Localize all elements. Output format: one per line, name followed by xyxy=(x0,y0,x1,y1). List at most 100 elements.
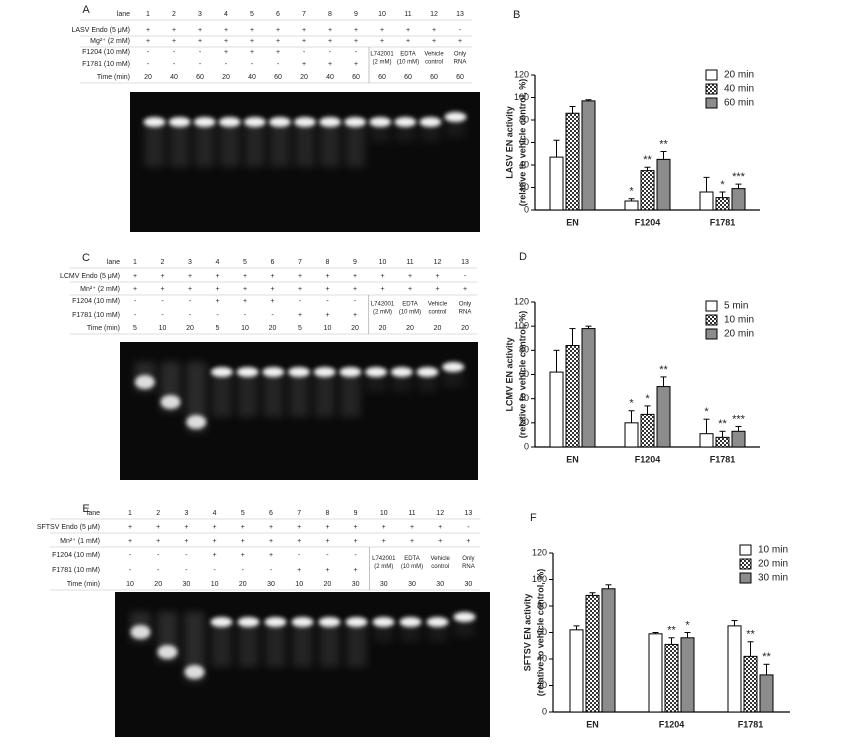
legend-label: 20 min xyxy=(724,329,754,340)
gel-smear xyxy=(346,622,367,667)
row-mark: + xyxy=(466,538,470,545)
row-mark: 30 xyxy=(352,581,360,588)
lane-number: 4 xyxy=(224,11,228,18)
y-tick-label: 20 xyxy=(519,417,529,427)
significance: *** xyxy=(732,413,746,425)
row-mark: + xyxy=(215,286,219,293)
gel-band xyxy=(294,117,316,127)
y-tick-label: 60 xyxy=(537,627,547,637)
y-tick-label: 120 xyxy=(514,69,529,79)
lane-note: (10 mM) xyxy=(399,310,421,316)
row-mark: - xyxy=(303,49,306,56)
error-bar xyxy=(644,405,651,415)
lane-note: (2 mM) xyxy=(374,564,393,570)
y-tick-label: 120 xyxy=(532,547,547,557)
row-mark: 30 xyxy=(408,581,416,588)
row-mark: 60 xyxy=(274,74,282,81)
gel-smear xyxy=(340,372,361,417)
lane-number: 2 xyxy=(172,11,176,18)
lane-number: 10 xyxy=(380,510,388,517)
lane-note: (10 mM) xyxy=(401,564,423,570)
significance: ** xyxy=(762,651,771,663)
row-mark: + xyxy=(243,286,247,293)
bar xyxy=(648,633,663,713)
gel-smear xyxy=(295,122,315,167)
legend-label: 10 min xyxy=(724,315,754,326)
row-mark: 5 xyxy=(216,325,220,332)
row-mark: - xyxy=(161,298,164,305)
gel-smear xyxy=(184,612,205,682)
panel-label: E xyxy=(82,503,89,515)
row-mark: - xyxy=(161,312,164,319)
chart: F SFTSV EN activity (relative to vehicle c… xyxy=(522,512,790,729)
y-tick-label: 80 xyxy=(537,600,547,610)
row-mark: + xyxy=(328,61,332,68)
bar xyxy=(759,674,774,713)
row-mark: 20 xyxy=(406,325,414,332)
legend-label: 30 min xyxy=(758,573,788,584)
row-label: Time (min) xyxy=(97,74,130,81)
row-mark: + xyxy=(463,286,467,293)
y-tick-label: 60 xyxy=(519,369,529,379)
row-mark: + xyxy=(298,286,302,293)
legend-swatch xyxy=(705,97,718,109)
gel-smear xyxy=(454,617,475,637)
lane-number: 11 xyxy=(408,510,415,517)
row-mark: 30 xyxy=(436,581,444,588)
row-mark: - xyxy=(129,567,132,574)
row-label: Time (min) xyxy=(67,581,100,588)
legend-swatch xyxy=(739,572,752,584)
gel-smear xyxy=(366,372,387,392)
row-mark: - xyxy=(173,61,176,68)
row-label: LCMV Endo (5 μM) xyxy=(60,273,120,280)
significance: * xyxy=(685,619,690,631)
row-mark: - xyxy=(185,567,188,574)
row-mark: - xyxy=(459,27,462,34)
row-mark: + xyxy=(270,273,274,280)
row-mark: - xyxy=(270,567,273,574)
row-mark: + xyxy=(406,27,410,34)
row-mark: + xyxy=(215,298,219,305)
row-label: F1204 (10 mM) xyxy=(52,552,100,559)
y-tick-label: 100 xyxy=(532,574,547,584)
y-tick-label: 40 xyxy=(519,159,529,169)
y-tick-label: 100 xyxy=(514,92,529,102)
gel-band xyxy=(186,415,207,429)
bar xyxy=(715,436,730,448)
row-mark: + xyxy=(325,312,329,319)
row-mark: 20 xyxy=(269,325,277,332)
legend-label: 40 min xyxy=(724,84,754,95)
bar xyxy=(680,637,695,713)
lane-note: Vehicle xyxy=(424,52,444,58)
gel-band xyxy=(268,117,291,127)
gel-smear xyxy=(417,372,438,392)
bar xyxy=(549,371,564,448)
gel-band xyxy=(193,117,216,127)
bar xyxy=(624,200,639,211)
bar xyxy=(569,629,584,713)
row-mark: 10 xyxy=(241,325,249,332)
lane-note: RNA xyxy=(459,310,472,316)
gel-smear xyxy=(211,622,232,667)
error-bar xyxy=(569,106,576,114)
bar xyxy=(565,112,580,211)
lane-number: 9 xyxy=(354,510,358,517)
row-mark: + xyxy=(184,524,188,531)
legend-swatch xyxy=(705,300,718,312)
row-mark: + xyxy=(325,286,329,293)
lane-number: 8 xyxy=(325,510,329,517)
y-tick-label: 0 xyxy=(524,204,529,214)
row-mark: + xyxy=(269,538,273,545)
row-mark: + xyxy=(198,27,202,34)
gel-band xyxy=(288,367,310,377)
y-axis-label: (relative to vehicle control, %) xyxy=(517,311,527,439)
row-mark: - xyxy=(298,552,301,559)
row-mark: + xyxy=(380,27,384,34)
gel-band xyxy=(365,367,388,377)
error-bar xyxy=(719,430,726,438)
lane-number: 7 xyxy=(297,510,301,517)
row-mark: + xyxy=(302,27,306,34)
lane-note: Only xyxy=(462,556,474,562)
row-mark: - xyxy=(467,524,470,531)
